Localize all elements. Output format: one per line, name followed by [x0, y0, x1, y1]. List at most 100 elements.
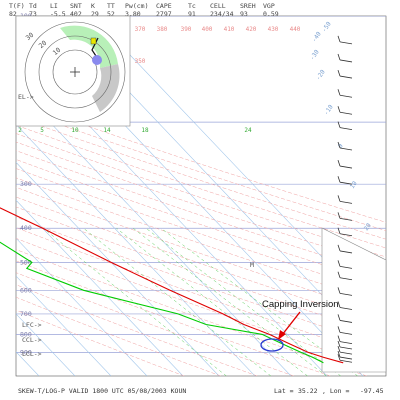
- wind-barb: [339, 250, 353, 254]
- level-markers: LFC-> CCL-> LCL->: [22, 321, 42, 358]
- wind-barb-flag: [337, 176, 341, 183]
- wind-barb-flag: [337, 326, 341, 333]
- wind-barb: [339, 307, 353, 310]
- dry-adiabat-line: [16, 108, 386, 231]
- pressure-label: 600: [20, 286, 32, 294]
- wind-barb: [339, 59, 353, 63]
- wind-barb-flag: [337, 227, 341, 234]
- wind-barb-flag: [337, 89, 341, 96]
- inversion-ellipse: [260, 338, 284, 352]
- potential-temp-label: 420: [246, 26, 257, 33]
- pressure-label: 500: [20, 258, 32, 266]
- mixing-ratio-label: 18: [141, 127, 149, 134]
- header-label: SREH: [240, 2, 256, 10]
- dry-adiabat-line: [16, 272, 294, 376]
- wind-barb-flag: [337, 106, 341, 113]
- isotherm-label: -30: [309, 48, 321, 61]
- wind-barb-flag: [337, 354, 341, 361]
- storm-motion-marker: [90, 37, 97, 45]
- wind-barb: [339, 266, 353, 269]
- wind-barb-flag: [337, 271, 341, 278]
- wind-barb: [339, 351, 353, 355]
- mixing-ratio-line: [116, 228, 308, 376]
- header-values: 82 73 -5.5 402 29 52 3.80 2797 91 234/34 93 0.59: [9, 10, 279, 18]
- isotherm-line: [0, 16, 3, 376]
- dewpoint-profile: [0, 241, 324, 364]
- wind-barb: [339, 277, 353, 281]
- hodograph-ring-label: 30: [24, 31, 35, 42]
- el-marker: EL->: [18, 93, 34, 101]
- wind-barb: [339, 41, 353, 45]
- mixing-ratio-label: 2: [18, 127, 22, 134]
- footer-lon-label: , Lon =: [322, 387, 349, 395]
- isotherm-line: [16, 199, 184, 376]
- header-value: 91: [188, 10, 196, 18]
- isotherm-line: [16, 313, 76, 376]
- wind-barb-flag: [337, 244, 341, 252]
- footer-lat-label: Lat =: [274, 387, 294, 395]
- dry-adiabat-line: [16, 101, 386, 223]
- header-label: Td: [29, 2, 37, 10]
- header-label: T(F): [9, 2, 25, 10]
- potential-temp-label: 390: [181, 26, 192, 33]
- header-label: CAPE: [156, 2, 172, 10]
- pressure-label: 700: [20, 310, 32, 318]
- pressure-label: 900: [20, 348, 32, 356]
- wind-barb-flag: [337, 314, 341, 321]
- isotherm-label: 0: [337, 142, 345, 149]
- header-value: 52: [107, 10, 115, 18]
- wind-barb-flag: [337, 159, 341, 167]
- footer-title: SKEW-T/LOG-P VALID 1800 UTC 05/08/2003 K…: [18, 387, 186, 395]
- hodograph-ring: [52, 49, 98, 95]
- potential-temp-label: 380: [157, 26, 168, 33]
- header-value: 82: [9, 10, 17, 18]
- annotation-arrowhead: [278, 330, 286, 340]
- header-label: LI: [50, 2, 58, 10]
- wind-barb-flag: [337, 350, 341, 358]
- potential-temp-label: 410: [224, 26, 235, 33]
- isotherm-label: -20: [315, 68, 327, 81]
- header-label: Tc: [188, 2, 196, 10]
- dry-adiabat-line: [16, 177, 386, 305]
- footer-lon-value: -97.45: [360, 387, 384, 395]
- wind-barb: [339, 346, 353, 350]
- header-value: 29: [91, 10, 99, 18]
- dry-adiabat-line: [16, 284, 258, 376]
- header-value: 3.80: [125, 10, 141, 18]
- wind-barb-flag: [337, 141, 341, 149]
- mixing-ratio-label: 24: [244, 127, 252, 134]
- hodograph-trace: [91, 37, 99, 57]
- wind-barb-flag: [337, 260, 341, 267]
- annotation-arrow: [281, 311, 301, 336]
- potential-temp-label: 400: [202, 26, 213, 33]
- wind-barb-flag: [337, 301, 341, 308]
- wind-barb-flag: [337, 195, 341, 202]
- wind-barb: [339, 233, 353, 237]
- header-value: 73: [29, 10, 37, 18]
- temperature-profile: [0, 207, 344, 364]
- header-label: SNT: [70, 2, 82, 10]
- potential-temp-label: 350: [135, 58, 146, 65]
- dry-adiabat-line: [16, 249, 367, 376]
- isotherm-label: 10: [349, 180, 359, 190]
- wind-barb: [339, 331, 353, 335]
- level-marker: LCL->: [22, 350, 42, 358]
- mixing-ratio-line: [83, 228, 272, 376]
- dry-adiabat-line: [16, 186, 386, 316]
- pressure-label: 400: [20, 224, 32, 232]
- isotherm-line: [16, 275, 112, 376]
- level-marker: LFC->: [22, 321, 42, 329]
- wind-barb-flag: [337, 335, 341, 342]
- potential-temp-label: 370: [135, 26, 146, 33]
- pressure-label: 300: [20, 180, 32, 188]
- isotherm-label: -10: [323, 103, 335, 116]
- header-value: 0.59: [263, 10, 279, 18]
- grid-layer: 1002003004005006007008009002510141824370…: [0, 12, 387, 376]
- header-value: -5.5: [50, 10, 66, 18]
- wind-barb: [339, 94, 353, 98]
- pressure-label: 800: [20, 330, 32, 338]
- dry-adiabat-line: [16, 116, 386, 240]
- header-value: 93: [240, 10, 248, 18]
